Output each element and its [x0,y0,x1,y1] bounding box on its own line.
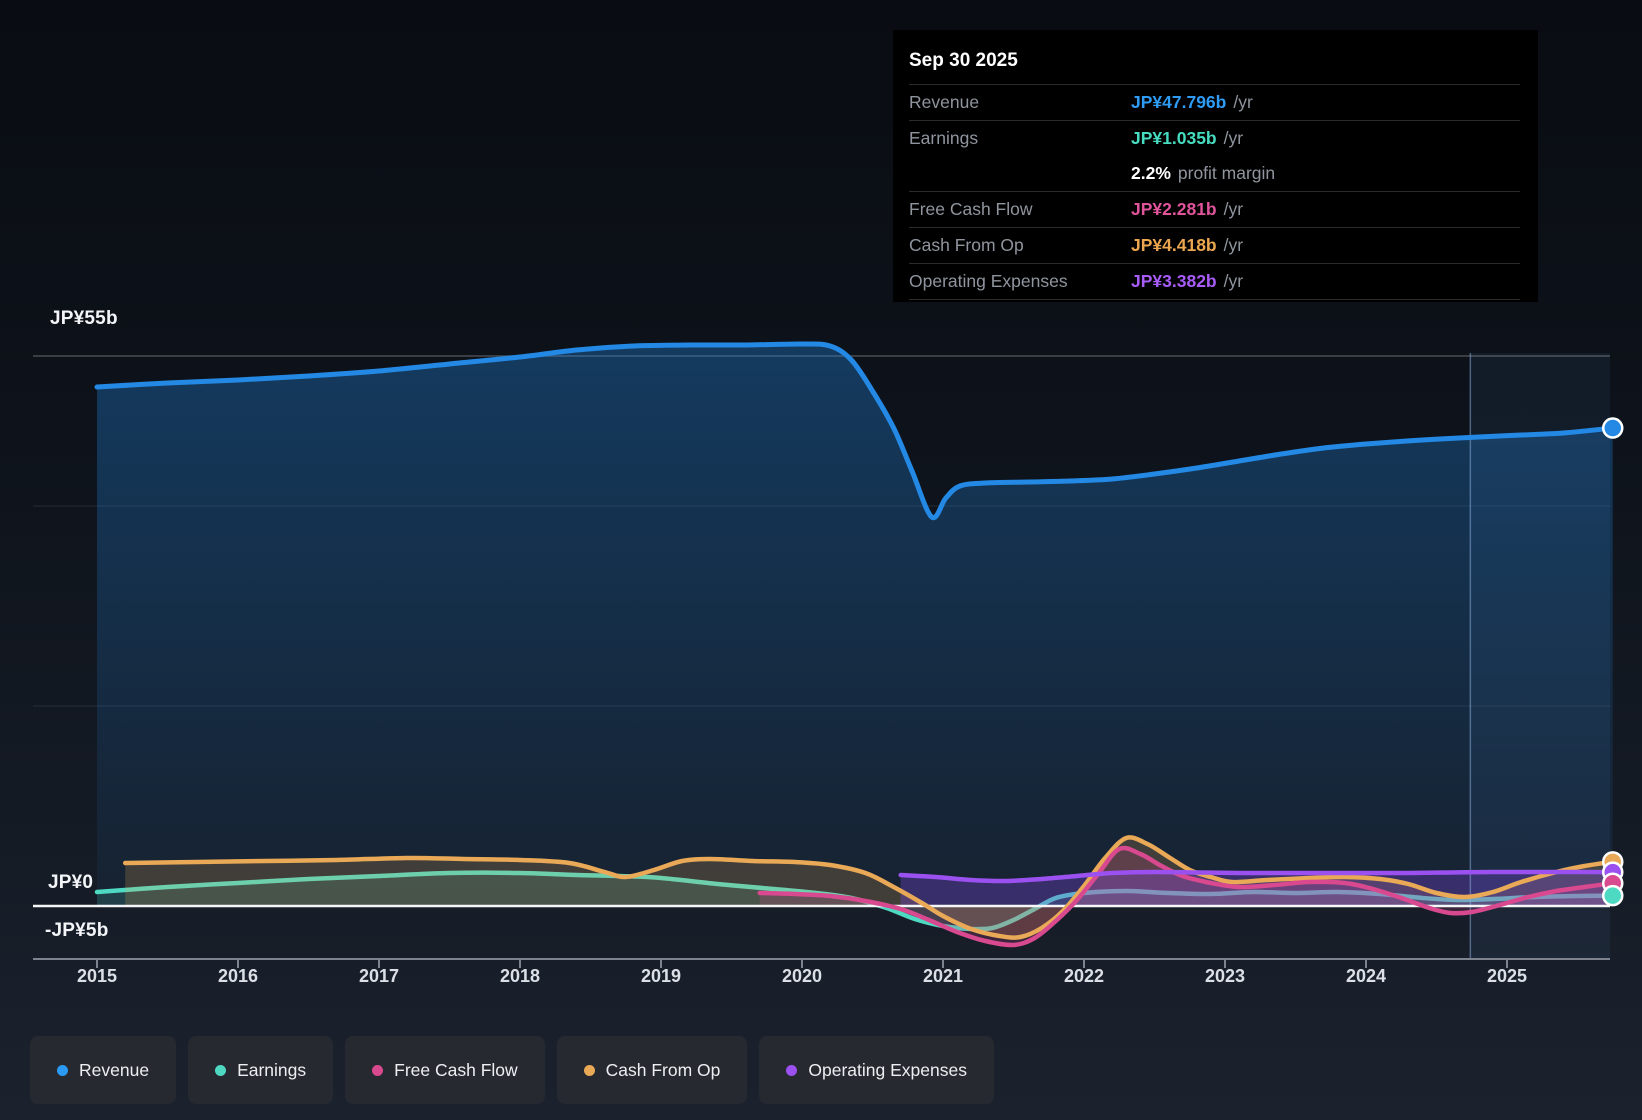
x-year-label: 2018 [499,966,541,986]
x-year-label: 2016 [217,966,259,986]
x-year-label: 2022 [1063,966,1105,986]
y-axis-label-bottom: -JP¥5b [45,920,109,941]
free-cash-flow-area [759,847,1613,946]
tooltip-row-label: Free Cash Flow [909,199,1033,219]
tooltip-row: Cash From Op JP¥4.418b/yr [909,227,1520,263]
x-year-label: 2020 [781,966,823,986]
revenue-endpoint-marker[interactable] [1602,417,1624,439]
legend-label: Revenue [79,1059,150,1080]
tooltip-row: Operating Expenses JP¥3.382b/yr [909,263,1520,300]
tooltip-row-value: JP¥4.418b [1131,235,1217,255]
tooltip-row-label: Cash From Op [909,235,1024,255]
tooltip-row: Free Cash Flow JP¥2.281b/yr [909,191,1520,227]
tooltip-row-value: 2.2% [1131,163,1171,183]
tooltip-row-suffix: /yr [1223,235,1244,255]
tooltip-row-suffix: /yr [1233,92,1253,112]
tooltip-row-value: JP¥47.796b [1131,92,1227,112]
legend-dot-icon [215,1064,227,1076]
x-year-label: 2024 [1345,966,1387,986]
revenue-line [94,341,1616,521]
tooltip-row-suffix: /yr [1223,271,1244,291]
tooltip-row-suffix: profit margin [1177,163,1276,183]
legend-dot-icon [786,1064,798,1076]
tooltip-row-value: JP¥2.281b [1131,199,1217,219]
legend-item-free-cash-flow[interactable]: Free Cash Flow [345,1036,545,1104]
legend-dot-icon [57,1064,68,1076]
tooltip-row-label: Earnings [909,128,979,148]
legend-dot-icon [583,1064,595,1076]
tooltip-row-label: Revenue [909,92,980,112]
x-year-label: 2017 [358,966,400,986]
legend-label: Cash From Op [605,1059,721,1080]
tooltip-row: 2.2% profit margin [909,156,1520,191]
y-axis-label-zero: JP¥0 [48,872,94,893]
legend-label: Operating Expenses [808,1059,967,1080]
legend: Revenue Earnings Free Cash Flow Cash From O… [30,1036,994,1104]
tooltip-date: Sep 30 2025 [909,50,1018,71]
tooltip-row-label: Operating Expenses [909,271,1068,291]
earnings-endpoint-marker[interactable] [1602,884,1624,907]
legend-item-earnings[interactable]: Earnings [188,1036,334,1104]
legend-item-revenue[interactable]: Revenue [30,1036,177,1104]
legend-item-cash-from-op[interactable]: Cash From Op [556,1036,748,1104]
x-year-label: 2023 [1204,966,1246,986]
y-axis-label-top: JP¥55b [50,308,118,329]
tooltip-panel: Sep 30 2025 Revenue JP¥47.796b/yr Earnings… [893,30,1538,302]
legend-label: Earnings [237,1059,307,1080]
x-year-label: 2021 [922,966,964,986]
x-year-label: 2019 [640,966,682,986]
revenue-area [97,343,1613,907]
tooltip-row: Earnings JP¥1.035b/yr [909,120,1520,156]
legend-dot-icon [372,1064,384,1076]
tooltip-row-value: JP¥1.035b [1131,128,1217,148]
operating-expenses-line [898,869,1615,884]
legend-item-operating-expenses[interactable]: Operating Expenses [759,1036,994,1104]
cash-from-op-area [125,837,1613,938]
x-year-label: 2015 [76,966,118,986]
cash-from-op-line [122,835,1615,940]
legend-label: Free Cash Flow [394,1059,518,1080]
x-year-label: 2025 [1486,966,1528,986]
tooltip-row-suffix: /yr [1223,128,1244,148]
tooltip-row-suffix: /yr [1223,199,1244,219]
tooltip-row: Revenue JP¥47.796b/yr [909,84,1520,120]
tooltip-row-value: JP¥3.382b [1131,271,1217,291]
